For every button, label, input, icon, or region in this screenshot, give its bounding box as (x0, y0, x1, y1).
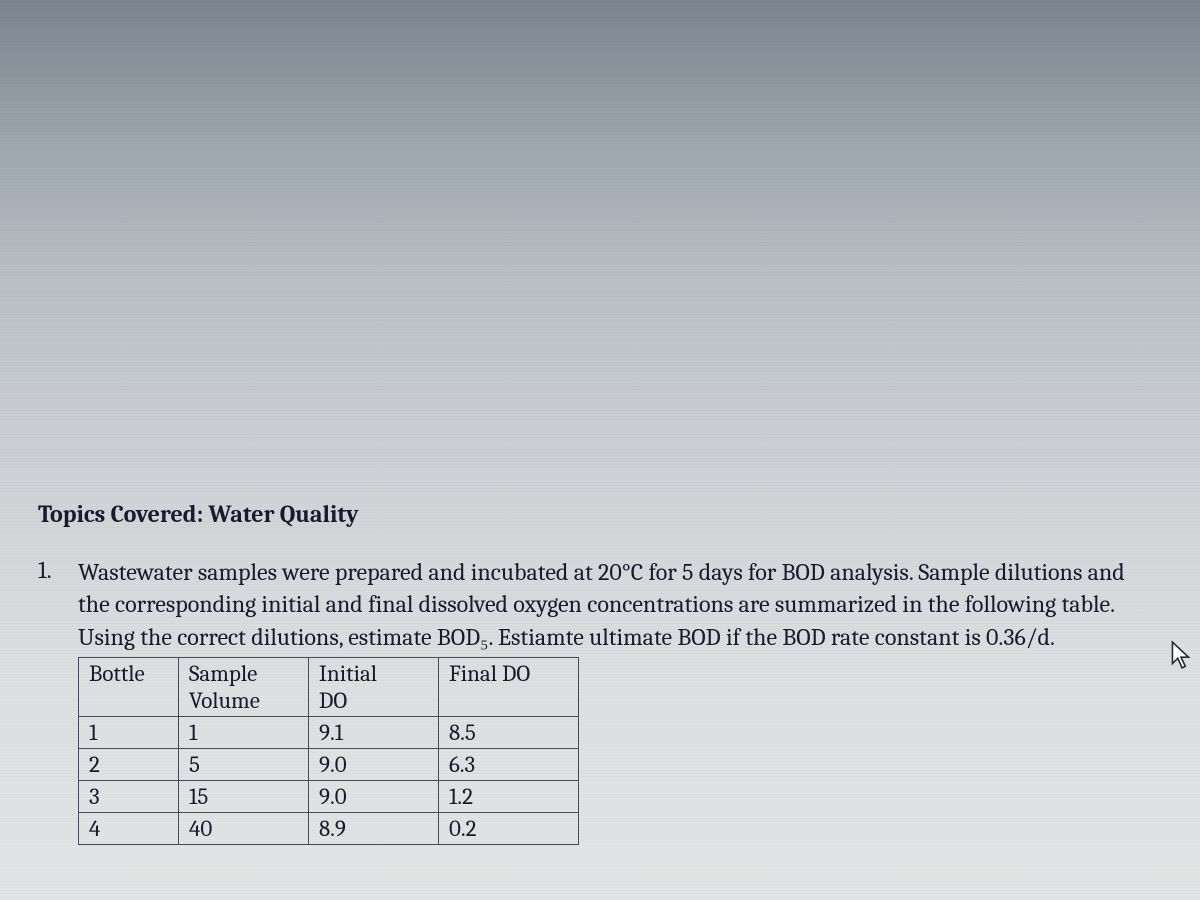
table-cell: 4 (79, 813, 179, 845)
table-row: 4 40 8.9 0.2 (79, 813, 579, 845)
table-header-initial-do: Initial DO (309, 658, 439, 717)
table-cell: 1.2 (439, 781, 579, 813)
table-header-final-do: Final DO (439, 658, 579, 717)
table-row: 3 15 9.0 1.2 (79, 781, 579, 813)
problem-item: 1. Wastewater samples were prepared and … (38, 556, 1138, 845)
problem-text: Wastewater samples were prepared and inc… (78, 556, 1138, 653)
table-cell: 15 (179, 781, 309, 813)
table-cell: 6.3 (439, 749, 579, 781)
table-cell: 9.0 (309, 749, 439, 781)
table-header-bottle: Bottle (79, 658, 179, 717)
table-cell: 8.5 (439, 717, 579, 749)
problem-body: Wastewater samples were prepared and inc… (78, 556, 1138, 845)
table-cell: 2 (79, 749, 179, 781)
problem-number: 1. (38, 556, 78, 584)
table-cell: 9.1 (309, 717, 439, 749)
table-cell: 5 (179, 749, 309, 781)
table-cell: 1 (79, 717, 179, 749)
table-header-sample: Sample Volume (179, 658, 309, 717)
data-table: Bottle Sample Volume Initial DO Final (78, 657, 579, 845)
table-cell: 0.2 (439, 813, 579, 845)
table-cell: 1 (179, 717, 309, 749)
table-cell: 8.9 (309, 813, 439, 845)
table-row: 1 1 9.1 8.5 (79, 717, 579, 749)
table-cell: 3 (79, 781, 179, 813)
table-row: 2 5 9.0 6.3 (79, 749, 579, 781)
table-header-row: Bottle Sample Volume Initial DO Final (79, 658, 579, 717)
table-cell: 40 (179, 813, 309, 845)
cursor-icon (1170, 640, 1192, 670)
topics-heading: Topics Covered: Water Quality (38, 500, 1138, 528)
table-cell: 9.0 (309, 781, 439, 813)
